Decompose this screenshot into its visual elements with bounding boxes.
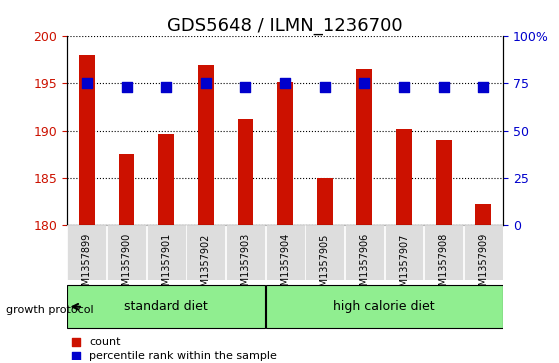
Point: [400, 84, 409, 90]
FancyBboxPatch shape: [186, 225, 225, 280]
FancyBboxPatch shape: [266, 285, 503, 328]
Text: GSM1357906: GSM1357906: [359, 233, 369, 298]
Text: GSM1357905: GSM1357905: [320, 233, 330, 299]
Text: percentile rank within the sample: percentile rank within the sample: [89, 351, 277, 362]
Text: GSM1357901: GSM1357901: [161, 233, 171, 298]
FancyBboxPatch shape: [385, 225, 423, 280]
Point: [201, 81, 210, 86]
Bar: [238, 119, 253, 225]
Point: [241, 84, 250, 90]
Bar: [119, 154, 135, 225]
FancyBboxPatch shape: [464, 225, 503, 280]
Title: GDS5648 / ILMN_1236700: GDS5648 / ILMN_1236700: [167, 17, 403, 35]
FancyBboxPatch shape: [147, 225, 186, 280]
Point: [360, 184, 369, 189]
FancyBboxPatch shape: [68, 225, 106, 280]
Point: [360, 315, 369, 321]
Point: [122, 84, 131, 90]
Text: growth protocol: growth protocol: [6, 305, 93, 315]
Text: GSM1357899: GSM1357899: [82, 233, 92, 298]
Bar: [435, 140, 452, 225]
Bar: [277, 82, 293, 225]
Bar: [198, 65, 214, 225]
Text: GSM1357907: GSM1357907: [399, 233, 409, 299]
Point: [479, 84, 488, 90]
FancyBboxPatch shape: [107, 225, 146, 280]
Text: high calorie diet: high calorie diet: [333, 300, 435, 313]
Text: standard diet: standard diet: [124, 300, 208, 313]
FancyBboxPatch shape: [266, 225, 305, 280]
Text: GSM1357902: GSM1357902: [201, 233, 211, 299]
Bar: [357, 69, 372, 225]
Point: [360, 81, 369, 86]
FancyBboxPatch shape: [226, 225, 265, 280]
Text: GSM1357900: GSM1357900: [121, 233, 131, 298]
Point: [439, 84, 448, 90]
Text: GSM1357904: GSM1357904: [280, 233, 290, 298]
Bar: [396, 129, 412, 225]
FancyBboxPatch shape: [68, 285, 265, 328]
Point: [82, 81, 91, 86]
FancyBboxPatch shape: [424, 225, 463, 280]
Point: [162, 84, 170, 90]
Text: GSM1357908: GSM1357908: [439, 233, 449, 298]
Point: [281, 81, 290, 86]
Bar: [79, 55, 95, 225]
Point: [320, 84, 329, 90]
Bar: [475, 204, 491, 225]
Bar: [158, 134, 174, 225]
Bar: [317, 178, 333, 225]
FancyBboxPatch shape: [345, 225, 384, 280]
Text: count: count: [89, 337, 120, 347]
Text: GSM1357903: GSM1357903: [240, 233, 250, 298]
FancyBboxPatch shape: [305, 225, 344, 280]
Text: GSM1357909: GSM1357909: [479, 233, 488, 298]
